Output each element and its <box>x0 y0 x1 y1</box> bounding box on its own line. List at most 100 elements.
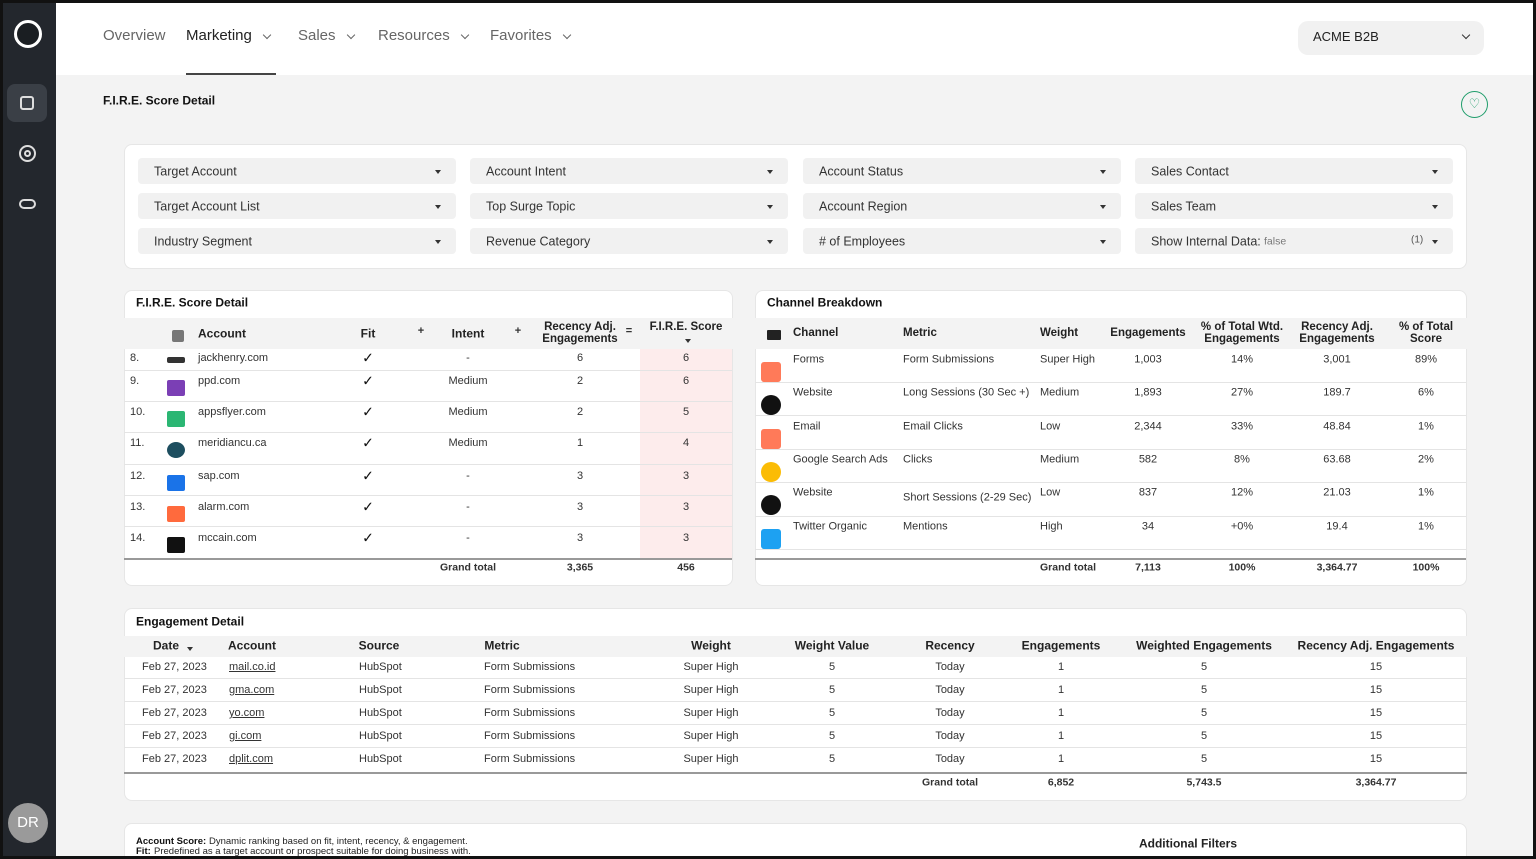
account-logo <box>167 537 185 553</box>
cell[interactable]: dplit.com <box>229 753 274 765</box>
row-divider <box>124 526 732 527</box>
cell: Mentions <box>903 520 948 533</box>
caret <box>1432 170 1438 174</box>
nav-icon-active[interactable] <box>7 84 47 122</box>
caret <box>685 339 691 343</box>
cell: 15 <box>1369 684 1383 696</box>
table-title: Engagement Detail <box>136 614 245 629</box>
column-header: Account <box>198 326 246 341</box>
filter-dropdown[interactable] <box>1135 228 1453 254</box>
cell: 15 <box>1369 753 1383 765</box>
column-header: Recency Adj. Engagements <box>542 321 618 345</box>
column-header: Metric <box>903 327 937 339</box>
cell[interactable]: yo.com <box>229 707 265 719</box>
row-divider <box>755 449 1466 450</box>
footer-heading: Additional Filters <box>1138 836 1237 851</box>
cell: 5 <box>828 707 836 719</box>
grand-total: 7,113 <box>1135 561 1161 574</box>
nav-item[interactable]: Marketing <box>186 27 252 44</box>
note-text: Predefined as a target account or prospe… <box>154 846 471 857</box>
filter-dropdown[interactable] <box>138 158 456 184</box>
grand-total: 3,364.77 <box>1355 776 1397 789</box>
nav-item[interactable]: Resources <box>378 27 450 44</box>
filter-dropdown[interactable] <box>1135 193 1453 219</box>
sidebar: DR <box>3 3 56 856</box>
caret <box>435 240 441 244</box>
cell: Super High <box>683 753 739 765</box>
filter-dropdown[interactable] <box>470 158 788 184</box>
cell[interactable]: mail.co.id <box>229 661 276 673</box>
cell: Form Submissions <box>484 684 576 696</box>
filter-dropdown[interactable] <box>803 228 1121 254</box>
account-select[interactable] <box>1298 21 1484 55</box>
fire-score: 3 <box>682 470 690 482</box>
favorite-button[interactable]: ♡ <box>1461 91 1488 118</box>
nav-item[interactable]: Favorites <box>490 27 552 44</box>
account-name: jackhenry.com <box>198 352 269 364</box>
column-header: F.I.R.E. Score <box>649 320 723 333</box>
column-header: % of Total Score <box>1398 321 1454 345</box>
chart-icon <box>20 96 34 110</box>
column-header: Weight Value <box>794 638 870 653</box>
row-divider <box>124 495 732 496</box>
caret <box>1432 240 1438 244</box>
score-highlight <box>640 349 732 558</box>
channel-logo <box>761 395 781 415</box>
cell: Super High <box>683 730 739 742</box>
cell[interactable]: gi.com <box>229 730 262 742</box>
filter-dropdown[interactable] <box>138 228 456 254</box>
cell: 1 <box>1057 730 1065 742</box>
row-divider <box>124 432 732 433</box>
row-divider <box>124 401 732 402</box>
caret <box>767 205 773 209</box>
cell: Long Sessions (30 Sec +) <box>903 386 1030 399</box>
cell: 1 <box>1057 753 1065 765</box>
cell: Feb 27, 2023 <box>142 707 207 719</box>
row-number: 12. <box>130 470 146 482</box>
cell: Feb 27, 2023 <box>142 661 207 673</box>
cell: Today <box>935 730 965 742</box>
filter-dropdown[interactable] <box>803 158 1121 184</box>
intent: - <box>466 470 470 482</box>
cell: Google Search Ads <box>793 453 888 466</box>
filter-label: Industry Segment <box>154 234 252 249</box>
target-icon[interactable] <box>19 145 36 162</box>
cell: Twitter Organic <box>793 520 867 533</box>
account-name: ACME B2B <box>1313 29 1379 44</box>
table-title: Channel Breakdown <box>767 295 883 310</box>
cell: 2% <box>1418 453 1434 466</box>
operator: = <box>625 325 633 337</box>
cell: Feb 27, 2023 <box>142 730 207 742</box>
nav-item[interactable]: Sales <box>298 27 336 44</box>
cell: 3,001 <box>1323 353 1351 366</box>
row-divider <box>755 558 1466 560</box>
caret <box>1100 170 1106 174</box>
link-icon[interactable] <box>19 199 36 209</box>
cell: 5 <box>828 753 836 765</box>
filter-dropdown[interactable] <box>138 193 456 219</box>
recency-engagements: 2 <box>576 406 584 418</box>
row-divider <box>124 772 1467 774</box>
column-header: Weighted Engagements <box>1136 638 1272 653</box>
cell: 5 <box>1200 707 1208 719</box>
filter-label: Sales Team <box>1151 199 1217 214</box>
cell[interactable]: gma.com <box>229 684 275 696</box>
recency-engagements: 3 <box>576 532 584 544</box>
filter-label: Account Intent <box>486 164 566 179</box>
row-divider <box>755 549 1466 550</box>
row-divider <box>755 415 1466 416</box>
cell: Feb 27, 2023 <box>142 753 207 765</box>
grand-total-label: Grand total <box>1039 561 1096 574</box>
cell: 5 <box>828 684 836 696</box>
cell: Medium <box>1040 453 1080 466</box>
account-logo <box>167 357 185 363</box>
filter-dropdown[interactable] <box>1135 158 1453 184</box>
avatar[interactable]: DR <box>8 803 48 843</box>
filter-dropdown[interactable] <box>803 193 1121 219</box>
intent: - <box>466 532 470 544</box>
grand-total-label: Grand total <box>921 776 978 789</box>
filter-dropdown[interactable] <box>470 193 788 219</box>
filter-dropdown[interactable] <box>470 228 788 254</box>
nav-item[interactable]: Overview <box>103 27 166 44</box>
